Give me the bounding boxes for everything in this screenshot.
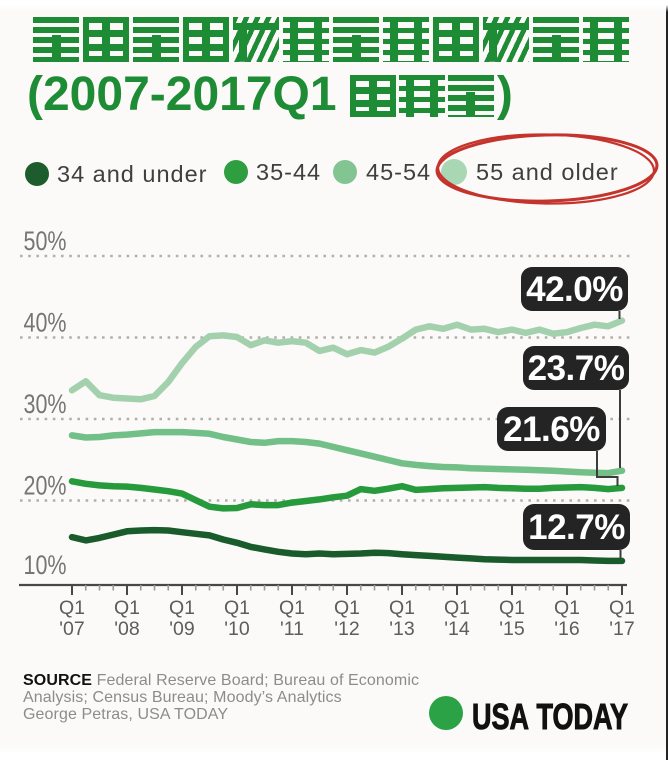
svg-text:'10: '10 — [224, 618, 250, 640]
svg-text:'14: '14 — [444, 618, 470, 640]
svg-text:'16: '16 — [554, 618, 579, 640]
svg-text:20%: 20% — [24, 471, 67, 501]
svg-text:'07: '07 — [59, 618, 84, 640]
svg-text:Q1: Q1 — [59, 597, 85, 619]
svg-text:'12: '12 — [334, 618, 359, 640]
svg-text:Q1: Q1 — [609, 597, 635, 619]
svg-text:21.6%: 21.6% — [503, 410, 600, 449]
svg-text:30%: 30% — [24, 389, 67, 419]
svg-text:12.7%: 12.7% — [528, 508, 625, 547]
svg-text:Q1: Q1 — [114, 597, 140, 619]
svg-text:'09: '09 — [169, 618, 194, 640]
svg-text:Q1: Q1 — [334, 597, 360, 619]
svg-text:'15: '15 — [499, 618, 525, 640]
svg-text:Q1: Q1 — [389, 597, 415, 619]
svg-text:'11: '11 — [280, 618, 304, 640]
svg-text:Q1: Q1 — [224, 597, 250, 619]
svg-text:'17: '17 — [609, 618, 634, 640]
svg-text:'08: '08 — [114, 618, 139, 640]
svg-text:Q1: Q1 — [554, 597, 580, 619]
svg-text:23.7%: 23.7% — [528, 349, 625, 388]
svg-text:10%: 10% — [24, 550, 67, 580]
svg-text:'13: '13 — [389, 618, 414, 640]
svg-text:40%: 40% — [24, 308, 67, 338]
svg-text:Q1: Q1 — [169, 597, 195, 619]
svg-text:42.0%: 42.0% — [526, 270, 623, 309]
svg-text:Q1: Q1 — [279, 597, 305, 619]
svg-text:Q1: Q1 — [444, 597, 470, 619]
svg-text:Q1: Q1 — [499, 597, 525, 619]
svg-text:50%: 50% — [24, 226, 67, 256]
